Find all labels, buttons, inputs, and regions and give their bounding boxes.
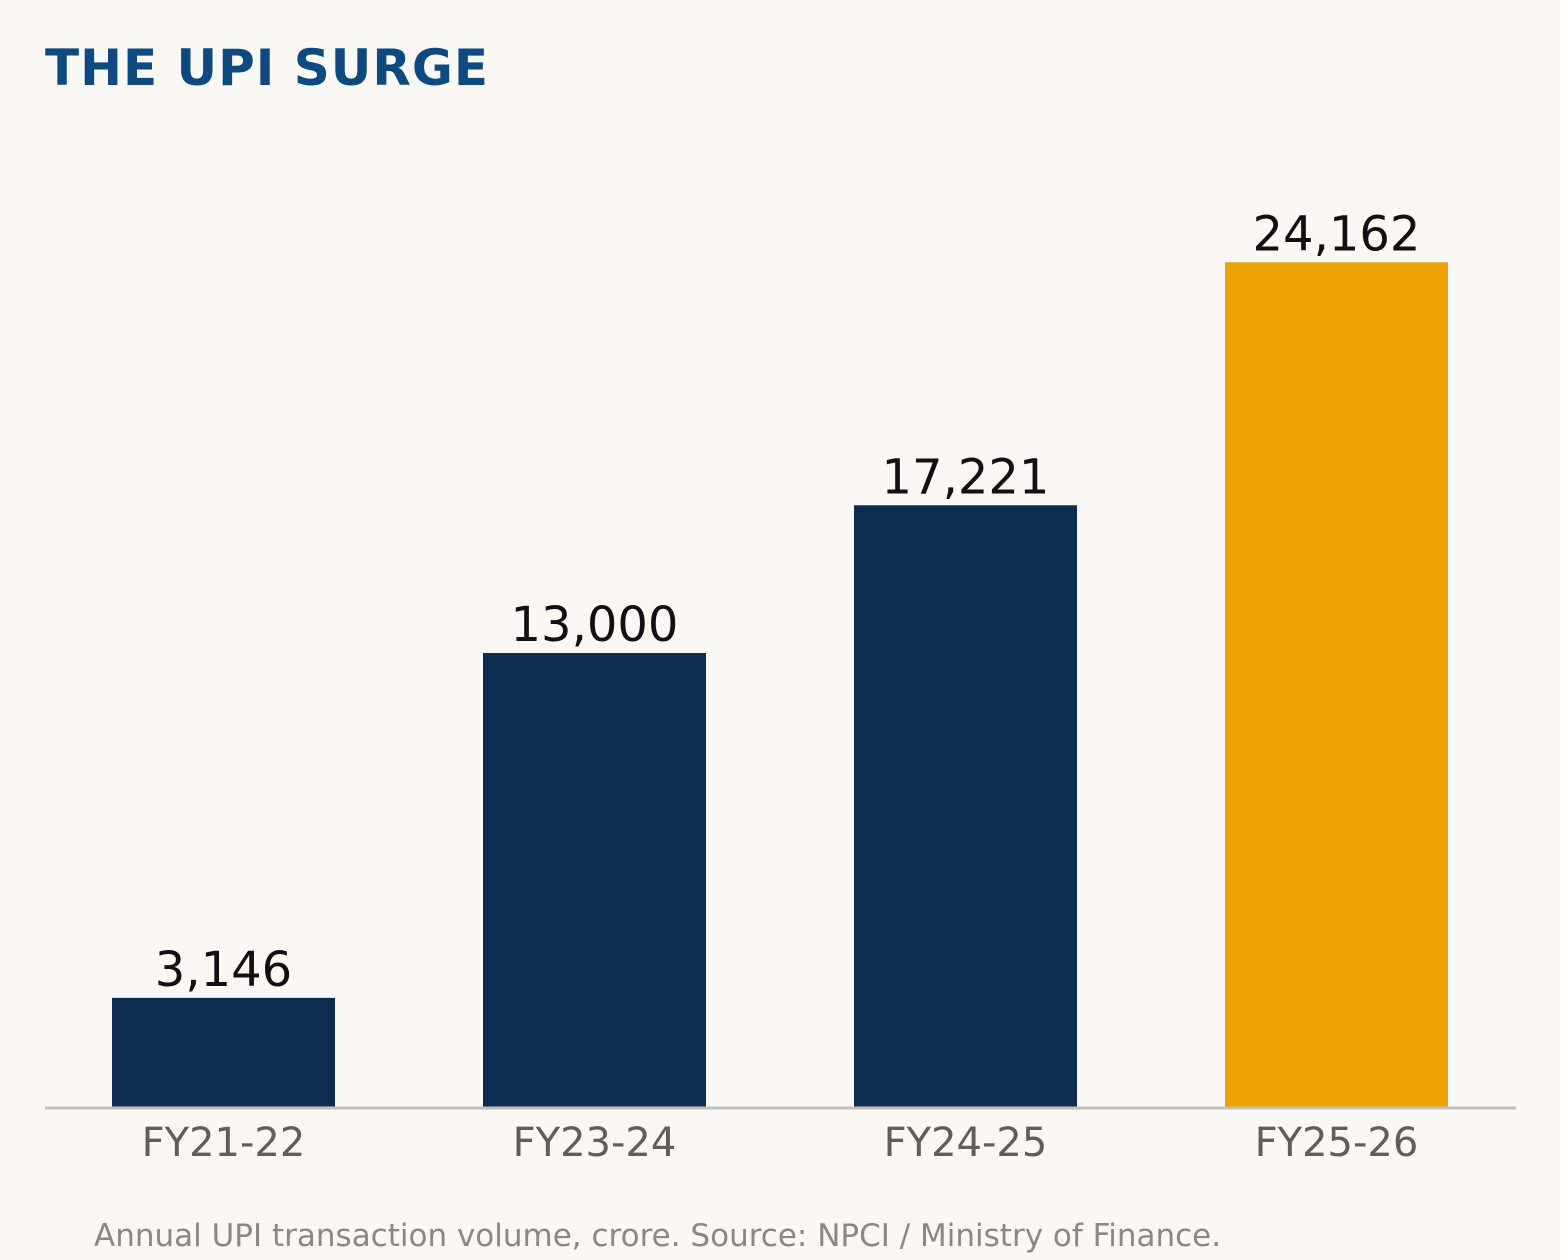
x-tick-label: FY23-24 xyxy=(513,1120,677,1166)
chart-title: THE UPI SURGE xyxy=(45,39,490,97)
value-label: 13,000 xyxy=(511,597,679,653)
value-label: 3,146 xyxy=(155,942,292,998)
value-label: 24,162 xyxy=(1253,206,1421,262)
bar-fy21-22 xyxy=(112,997,335,1108)
bar-fy23-24 xyxy=(483,653,706,1108)
value-labels-group: 3,146 13,000 17,221 24,162 xyxy=(155,206,1421,998)
bars-group xyxy=(112,262,1448,1109)
x-tick-label: FY24-25 xyxy=(884,1120,1048,1166)
bar-fy24-25 xyxy=(854,505,1077,1108)
x-tick-label: FY25-26 xyxy=(1255,1120,1419,1166)
x-tick-label: FY21-22 xyxy=(142,1120,306,1166)
chart-caption: Annual UPI transaction volume, crore. So… xyxy=(94,1218,1222,1254)
value-label: 17,221 xyxy=(882,449,1050,505)
x-tick-labels-group: FY21-22 FY23-24 FY24-25 FY25-26 xyxy=(142,1120,1419,1166)
bar-fy25-26 xyxy=(1225,262,1448,1109)
